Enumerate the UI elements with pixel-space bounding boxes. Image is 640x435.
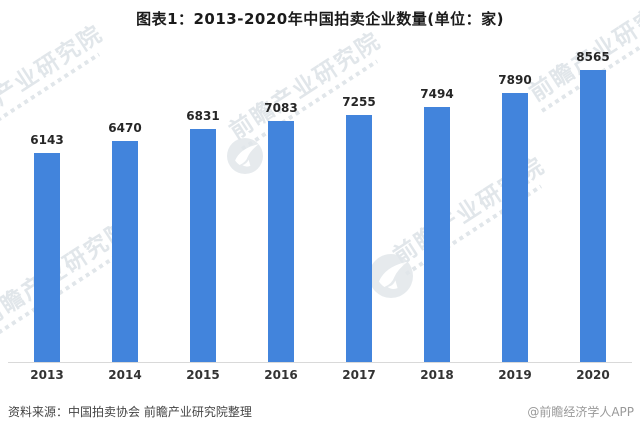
bar-2020 (580, 70, 606, 362)
x-tick-2017: 2017 (342, 368, 376, 382)
bar-2015 (190, 129, 216, 362)
x-axis-labels: 2013 2014 2015 2016 2017 2018 2019 2020 (8, 369, 632, 381)
value-label-2020: 8565 (576, 50, 610, 64)
x-tick-2020: 2020 (576, 368, 610, 382)
bar-2013 (34, 153, 60, 362)
plot-area: 6143 6470 6831 7083 7255 7494 7890 8565 (8, 51, 632, 363)
bar-column-2020: 8565 (554, 51, 632, 362)
value-label-2019: 7890 (498, 73, 532, 87)
x-tick-2013: 2013 (30, 368, 64, 382)
bar-column-2014: 6470 (86, 70, 164, 362)
x-tick-2015: 2015 (186, 368, 220, 382)
value-label-2015: 6831 (186, 109, 220, 123)
bar-2018 (424, 107, 450, 362)
x-tick-2014: 2014 (108, 368, 142, 382)
bar-column-2015: 6831 (164, 70, 242, 362)
bar-column-2016: 7083 (242, 70, 320, 362)
bar-column-2013: 6143 (8, 70, 86, 362)
chart-title: 图表1：2013-2020年中国拍卖企业数量(单位：家) (136, 10, 504, 28)
bar-column-2017: 7255 (320, 70, 398, 362)
x-tick-2018: 2018 (420, 368, 454, 382)
credit-note: @前瞻经济学人APP (527, 405, 634, 419)
bar-column-2019: 7890 (476, 70, 554, 362)
value-label-2018: 7494 (420, 87, 454, 101)
x-tick-2019: 2019 (498, 368, 532, 382)
bar-2014 (112, 141, 138, 362)
bar-column-2018: 7494 (398, 70, 476, 362)
bar-2019 (502, 93, 528, 362)
value-label-2013: 6143 (30, 133, 64, 147)
source-note: 资料来源：中国拍卖协会 前瞻产业研究院整理 (8, 405, 252, 419)
value-label-2016: 7083 (264, 101, 298, 115)
bar-2016 (268, 121, 294, 362)
bar-2017 (346, 115, 372, 362)
value-label-2014: 6470 (108, 121, 142, 135)
value-label-2017: 7255 (342, 95, 376, 109)
x-tick-2016: 2016 (264, 368, 298, 382)
